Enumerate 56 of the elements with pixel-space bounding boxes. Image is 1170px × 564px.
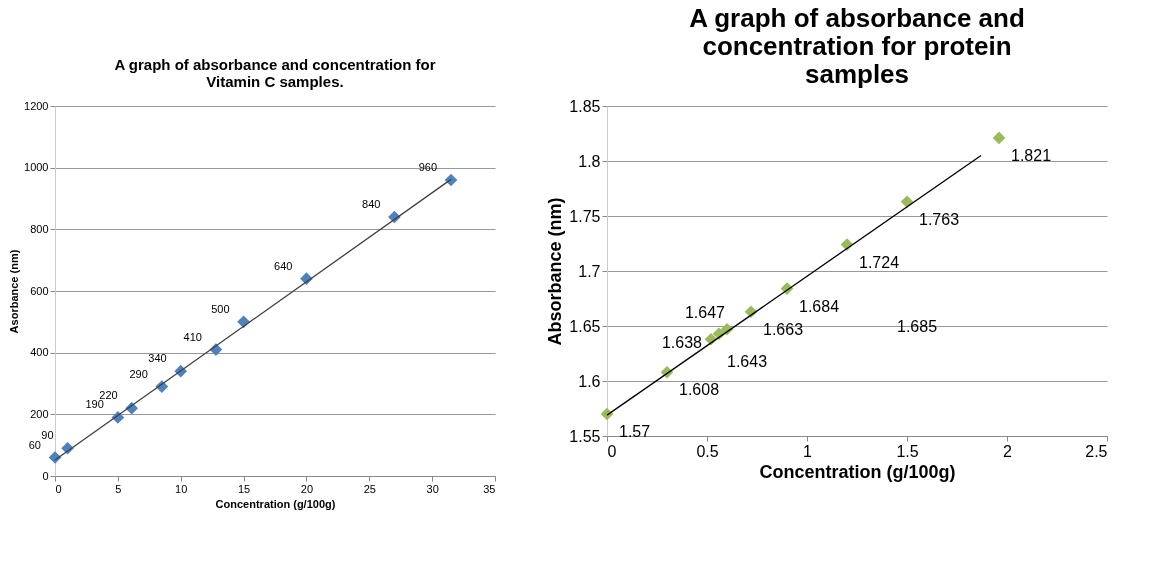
- y-tick-label: 600: [30, 284, 49, 297]
- data-label: 1.724: [859, 253, 900, 271]
- data-label: 840: [362, 198, 381, 210]
- y-tick-label: 1200: [24, 99, 49, 112]
- x-tick-label: 20: [300, 482, 314, 495]
- x-tick-label: 1.5: [896, 442, 919, 460]
- chart-title: A graph of absorbance and concentration for protein samples: [689, 3, 1025, 89]
- data-label: 290: [129, 367, 148, 380]
- data-label: 640: [274, 259, 293, 272]
- x-tick-label: 5: [115, 482, 122, 495]
- x-tick-label: 35: [483, 482, 496, 495]
- x-axis-title: Concentration (g/100g): [215, 497, 336, 510]
- data-label: 1.57: [619, 423, 651, 440]
- data-label: 1.608: [679, 381, 720, 399]
- x-tick-label: 10: [175, 482, 188, 495]
- x-tick-label: 30: [426, 482, 439, 495]
- data-label: 500: [211, 302, 230, 315]
- chart-title: A graph of absorbance and concentration for Vitamin C samples.: [114, 56, 436, 90]
- y-axis-title: Absorbance (nm): [545, 197, 566, 346]
- y-tick-label: 1.8: [578, 152, 601, 170]
- y-tick-label: 1.85: [569, 97, 601, 115]
- y-tick-label: 0: [42, 469, 49, 482]
- data-label: 1.763: [919, 210, 960, 228]
- data-label: 410: [183, 330, 202, 343]
- point: [992, 131, 1006, 145]
- x-tick-label: 25: [363, 482, 376, 495]
- x-tick-label: 1: [803, 442, 813, 460]
- data-label: 60: [28, 438, 41, 451]
- y-tick-label: 200: [30, 407, 49, 420]
- y-tick-label: 1.65: [569, 317, 601, 335]
- data-label: 1.647: [684, 304, 726, 322]
- data-label: 340: [148, 352, 167, 365]
- y-tick-label: 400: [30, 346, 49, 359]
- x-axis-title: Concentration (g/100g): [759, 461, 956, 482]
- y-tick-label: 1.75: [569, 207, 601, 225]
- x-tick-label: 0.5: [696, 442, 719, 460]
- data-label: 1.684: [799, 297, 840, 315]
- data-label: 1.643: [727, 352, 768, 370]
- data-label: 960: [418, 161, 437, 173]
- y-tick-label: 1.6: [578, 372, 601, 390]
- data-label: 1.638: [661, 334, 703, 352]
- data-label: 90: [41, 429, 54, 442]
- y-axis-title: Asorbance (nm): [8, 249, 21, 334]
- x-tick-label: 0: [607, 442, 617, 460]
- data-label: 1.821: [1011, 146, 1052, 164]
- x-tick-label: 2: [1003, 442, 1013, 460]
- point: [900, 195, 914, 209]
- x-tick-label: 15: [237, 482, 251, 495]
- y-tick-label: 1000: [24, 161, 49, 174]
- annotation: 1.685: [896, 318, 938, 336]
- data-label: 1.663: [763, 320, 804, 338]
- y-tick-label: 1.55: [569, 427, 601, 445]
- y-tick-label: 800: [30, 222, 49, 235]
- y-tick-label: 1.7: [578, 262, 601, 280]
- x-tick-label: 2.5: [1085, 442, 1108, 460]
- x-tick-label: 0: [55, 482, 62, 495]
